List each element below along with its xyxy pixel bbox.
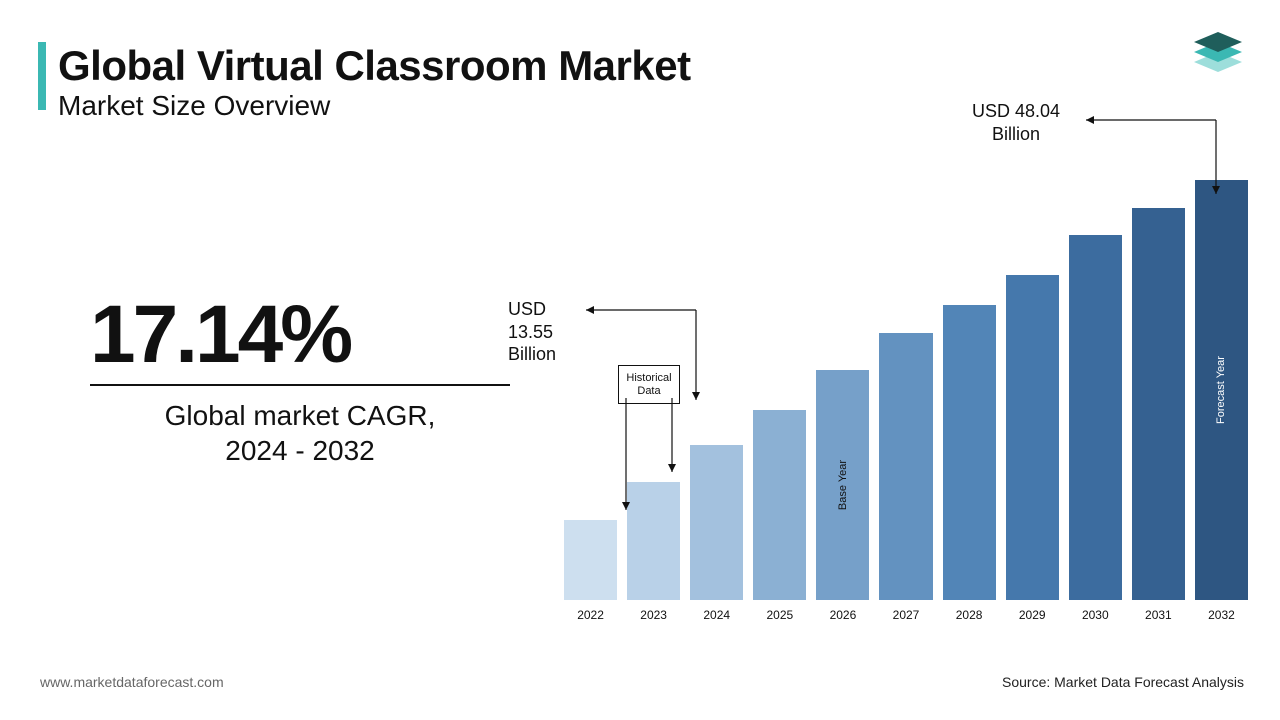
bar-2028: 2028 [943,305,996,600]
bar-2029: 2029 [1006,275,1059,600]
bar-label: 2032 [1195,608,1248,622]
header-block: Global Virtual Classroom Market Market S… [40,44,691,122]
cagr-label-line2: 2024 - 2032 [225,435,374,466]
bar-label: 2031 [1132,608,1185,622]
bar-label: 2029 [1006,608,1059,622]
bar-label: 2023 [627,608,680,622]
base-year-label: Base Year [837,460,849,510]
arrow-end-icon [1076,110,1236,210]
bar-2025: 2025 [753,410,806,600]
divider [90,384,510,386]
bar-2022: 2022 [564,520,617,600]
bar-label: 2022 [564,608,617,622]
cagr-label-line1: Global market CAGR, [165,400,436,431]
title-accent-bar [38,42,46,110]
callout-end-value: USD 48.04 Billion [956,100,1076,145]
bar-label: 2025 [753,608,806,622]
footer-source: Source: Market Data Forecast Analysis [1002,674,1244,690]
cagr-block: 17.14% Global market CAGR, 2024 - 2032 [90,296,510,468]
page-subtitle: Market Size Overview [40,90,691,122]
arrow-historical-right-icon [594,398,704,498]
cagr-value: 17.14% [90,296,510,374]
bar-2031: 2031 [1132,208,1185,600]
bar-label: 2030 [1069,608,1122,622]
bar-label: 2028 [943,608,996,622]
brand-logo-icon [1188,26,1248,87]
bar-label: 2024 [690,608,743,622]
bar-label: 2026 [816,608,869,622]
bar-2030: 2030 [1069,235,1122,600]
forecast-year-label: Forecast Year [1215,356,1227,424]
page-title: Global Virtual Classroom Market [40,44,691,88]
bar-2027: 2027 [879,333,932,600]
cagr-label: Global market CAGR, 2024 - 2032 [90,398,510,468]
bar-2026: 2026Base Year [816,370,869,600]
footer-url: www.marketdataforecast.com [40,674,224,690]
bar-2032: 2032Forecast Year [1195,180,1248,600]
bar-label: 2027 [879,608,932,622]
